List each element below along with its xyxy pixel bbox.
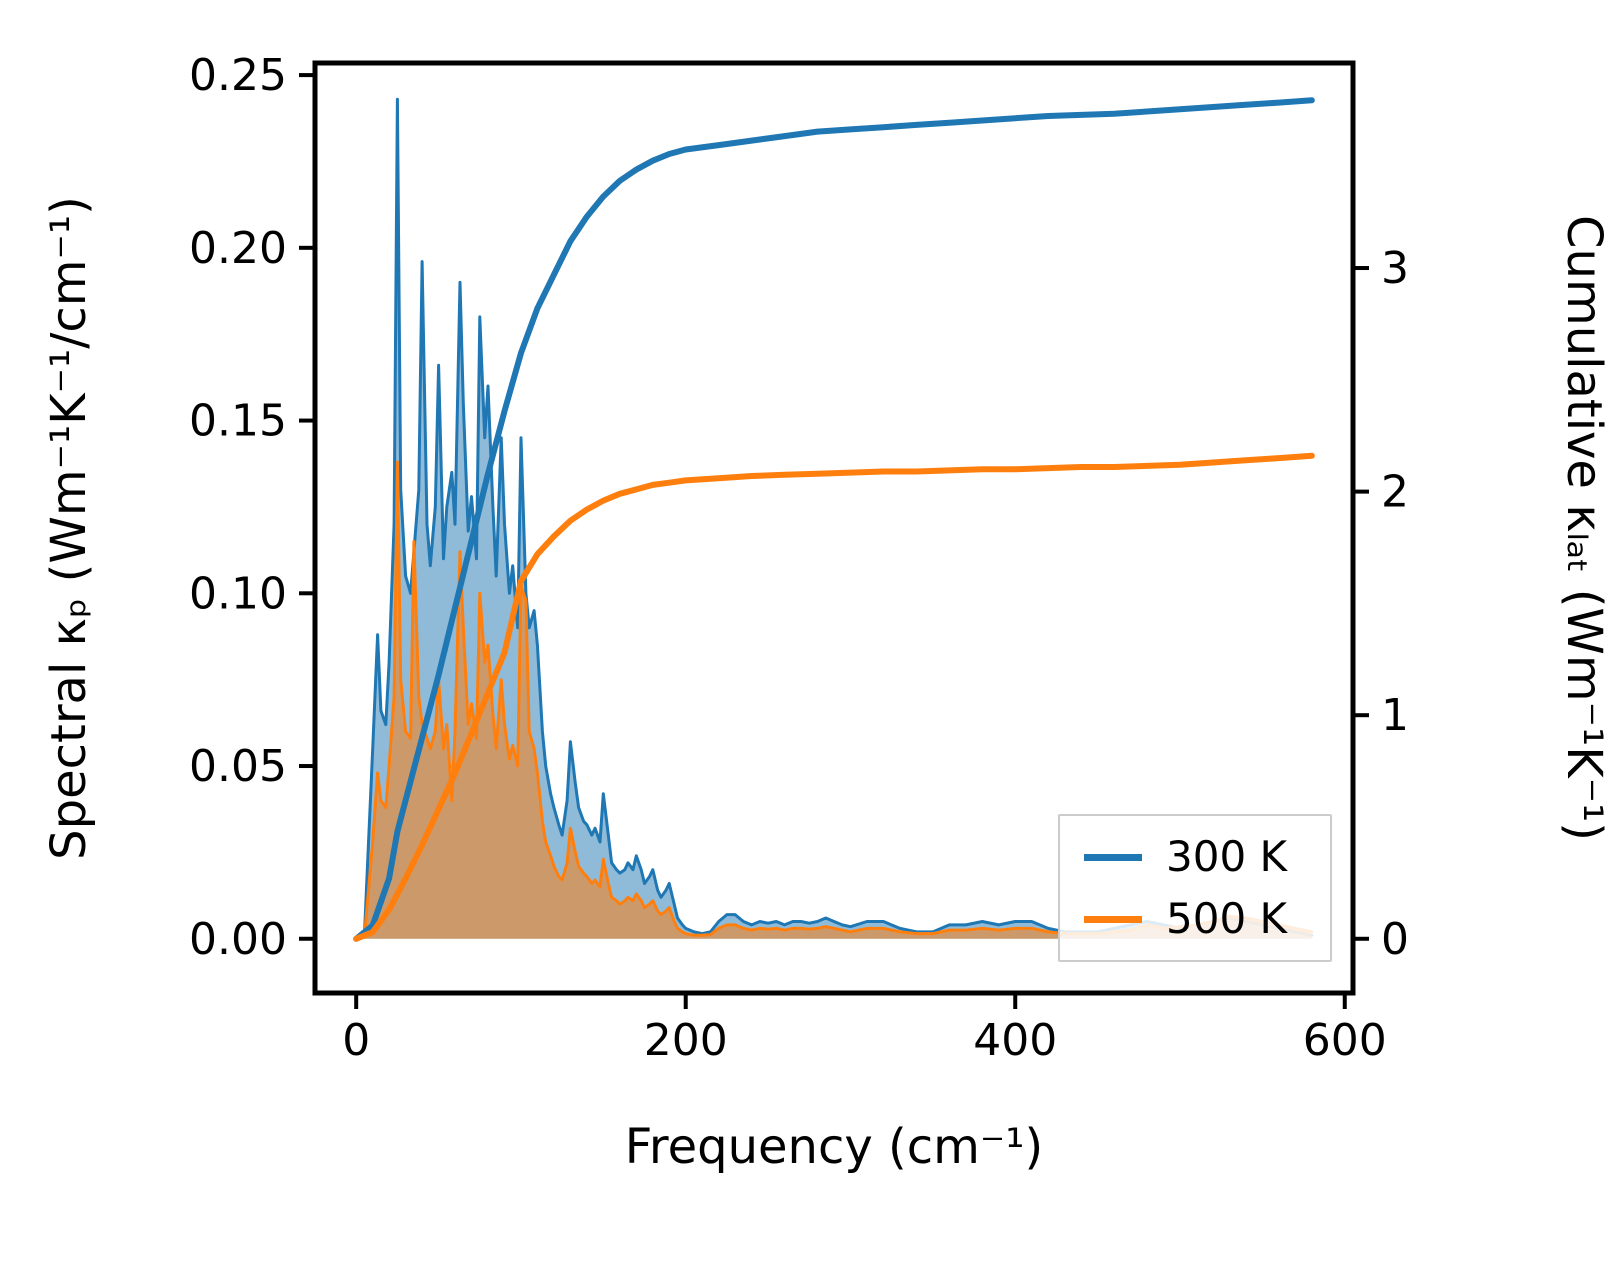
y-left-tick-label-1: 0.05 <box>189 741 287 792</box>
y-left-tick-label-2: 0.10 <box>189 568 287 619</box>
spectral-300K-outline <box>354 97 1314 941</box>
spectral-500K-area <box>356 462 1312 939</box>
y-axis-left-label: Spectral κₚ (Wm⁻¹K⁻¹/cm⁻¹) <box>41 196 97 860</box>
legend-label-500k: 500 K <box>1166 894 1288 943</box>
legend-entry-500k: 500 K <box>1084 898 1306 940</box>
y-left-tick-label-5: 0.25 <box>189 50 287 101</box>
plot-frame <box>312 60 1356 996</box>
legend-swatch-300k <box>1084 853 1142 861</box>
y-axis-right: 0 1 2 3 <box>1353 243 1409 965</box>
x-tick-label-1: 200 <box>644 1015 728 1066</box>
y-left-tick-label-4: 0.20 <box>189 223 287 274</box>
legend-label-300k: 300 K <box>1166 832 1288 881</box>
legend-swatch-500k <box>1084 915 1142 923</box>
y-right-tick-label-0: 0 <box>1381 914 1409 965</box>
y-left-tick-label-3: 0.15 <box>189 396 287 447</box>
cumulative-500K-line <box>353 452 1315 942</box>
y-right-tick-label-1: 1 <box>1381 690 1409 741</box>
x-tick-label-0: 0 <box>342 1015 370 1066</box>
y-axis-left: 0.00 0.05 0.10 0.15 0.20 0.25 <box>189 50 315 965</box>
y-axis-right-label: Cumulative κₗₐₜ (Wm⁻¹K⁻¹) <box>1556 215 1612 841</box>
spectral-500K-outline <box>354 460 1314 941</box>
cumulative-300K-line <box>353 97 1315 942</box>
y-left-tick-label-0: 0.00 <box>189 914 287 965</box>
y-right-tick-label-3: 3 <box>1381 243 1409 294</box>
x-tick-label-2: 400 <box>973 1015 1057 1066</box>
x-axis: 0 200 400 600 <box>342 993 1387 1066</box>
legend: 300 K 500 K <box>1058 814 1332 962</box>
legend-entry-300k: 300 K <box>1084 836 1306 878</box>
y-right-tick-label-2: 2 <box>1381 467 1409 518</box>
x-tick-label-3: 600 <box>1303 1015 1387 1066</box>
x-axis-label: Frequency (cm⁻¹) <box>625 1119 1043 1175</box>
plot-area <box>353 97 1315 942</box>
